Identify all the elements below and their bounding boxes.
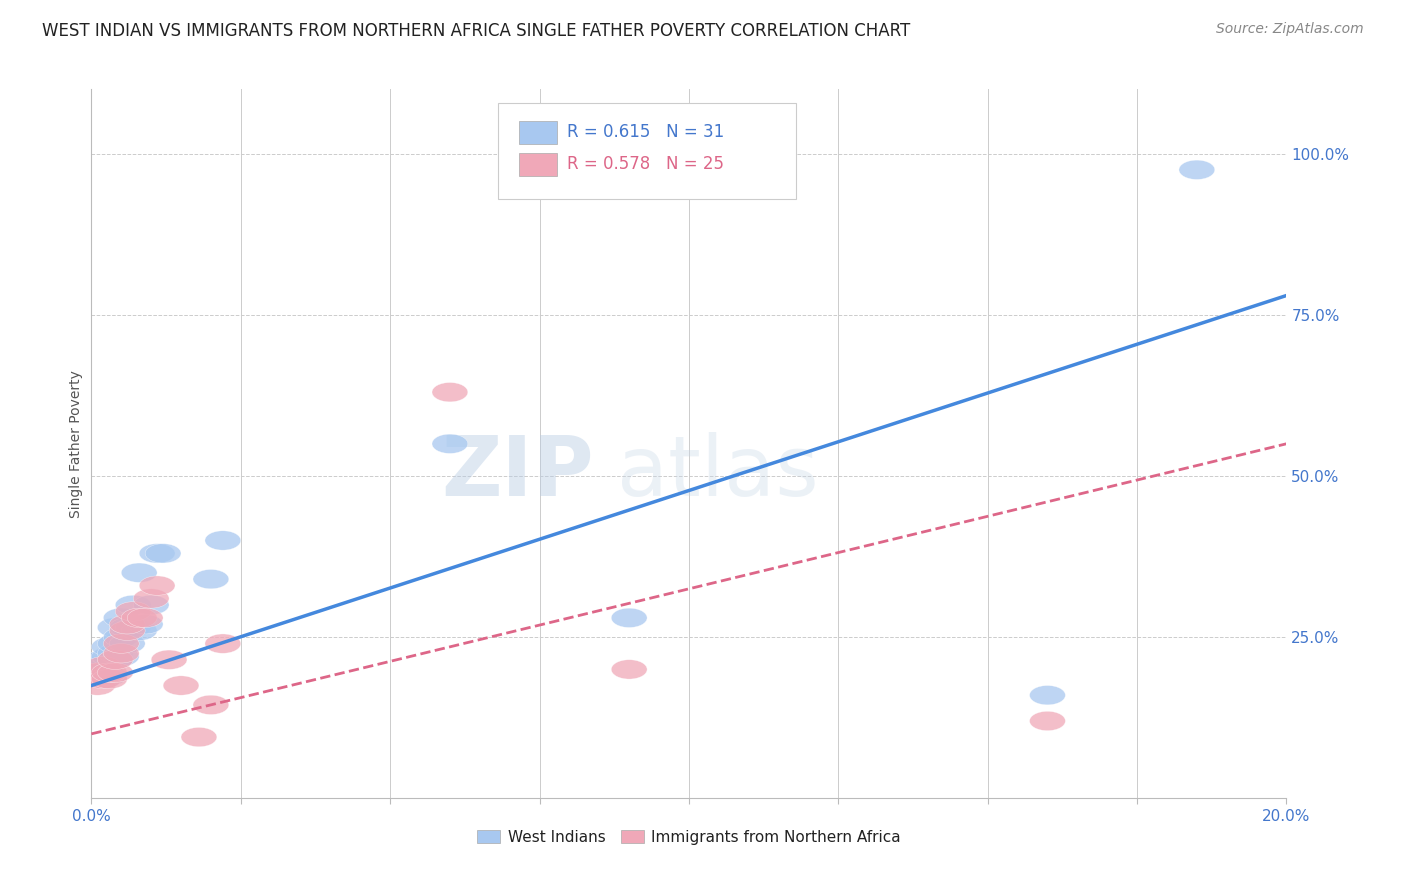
- Ellipse shape: [97, 618, 134, 637]
- Ellipse shape: [97, 644, 134, 663]
- Ellipse shape: [432, 434, 468, 453]
- Text: R = 0.615   N = 31: R = 0.615 N = 31: [567, 123, 724, 142]
- Ellipse shape: [205, 634, 240, 653]
- Ellipse shape: [110, 615, 145, 634]
- Ellipse shape: [79, 676, 115, 695]
- Ellipse shape: [91, 669, 128, 689]
- Ellipse shape: [1178, 160, 1215, 179]
- Text: WEST INDIAN VS IMMIGRANTS FROM NORTHERN AFRICA SINGLE FATHER POVERTY CORRELATION: WEST INDIAN VS IMMIGRANTS FROM NORTHERN …: [42, 22, 911, 40]
- Ellipse shape: [91, 637, 128, 657]
- Ellipse shape: [121, 563, 157, 582]
- Ellipse shape: [79, 663, 115, 682]
- Ellipse shape: [115, 595, 152, 615]
- Ellipse shape: [110, 634, 145, 653]
- Ellipse shape: [152, 650, 187, 669]
- Ellipse shape: [110, 621, 145, 640]
- Ellipse shape: [1029, 711, 1066, 731]
- Ellipse shape: [86, 669, 121, 689]
- Ellipse shape: [127, 615, 163, 634]
- Ellipse shape: [110, 618, 145, 637]
- Ellipse shape: [193, 695, 229, 714]
- Ellipse shape: [104, 627, 139, 647]
- Ellipse shape: [134, 595, 169, 615]
- Ellipse shape: [91, 647, 128, 666]
- Text: ZIP: ZIP: [441, 432, 593, 513]
- Ellipse shape: [86, 660, 121, 679]
- Ellipse shape: [86, 669, 121, 689]
- Ellipse shape: [1029, 686, 1066, 705]
- Legend: West Indians, Immigrants from Northern Africa: West Indians, Immigrants from Northern A…: [471, 823, 907, 851]
- Ellipse shape: [104, 647, 139, 666]
- Ellipse shape: [612, 608, 647, 627]
- Ellipse shape: [97, 650, 134, 669]
- Ellipse shape: [181, 728, 217, 747]
- Ellipse shape: [104, 608, 139, 627]
- Ellipse shape: [97, 650, 134, 669]
- Ellipse shape: [432, 383, 468, 402]
- Ellipse shape: [193, 569, 229, 589]
- Ellipse shape: [115, 618, 152, 637]
- Ellipse shape: [139, 544, 174, 563]
- Ellipse shape: [121, 621, 157, 640]
- Ellipse shape: [91, 663, 128, 682]
- FancyBboxPatch shape: [519, 121, 558, 144]
- Ellipse shape: [205, 531, 240, 550]
- Text: atlas: atlas: [617, 432, 818, 513]
- Ellipse shape: [139, 576, 174, 595]
- Ellipse shape: [79, 663, 115, 682]
- Ellipse shape: [127, 608, 163, 627]
- Ellipse shape: [97, 634, 134, 653]
- Y-axis label: Single Father Poverty: Single Father Poverty: [69, 370, 83, 517]
- FancyBboxPatch shape: [498, 103, 796, 199]
- Ellipse shape: [104, 634, 139, 653]
- Ellipse shape: [134, 589, 169, 608]
- Ellipse shape: [612, 660, 647, 679]
- Ellipse shape: [97, 663, 134, 682]
- Ellipse shape: [86, 650, 121, 669]
- Ellipse shape: [115, 602, 152, 621]
- Ellipse shape: [79, 657, 115, 676]
- Ellipse shape: [86, 657, 121, 676]
- Ellipse shape: [163, 676, 200, 695]
- Text: Source: ZipAtlas.com: Source: ZipAtlas.com: [1216, 22, 1364, 37]
- Ellipse shape: [91, 666, 128, 686]
- Ellipse shape: [121, 608, 157, 627]
- FancyBboxPatch shape: [519, 153, 558, 176]
- Ellipse shape: [145, 544, 181, 563]
- Text: R = 0.578   N = 25: R = 0.578 N = 25: [567, 155, 724, 173]
- Ellipse shape: [104, 644, 139, 663]
